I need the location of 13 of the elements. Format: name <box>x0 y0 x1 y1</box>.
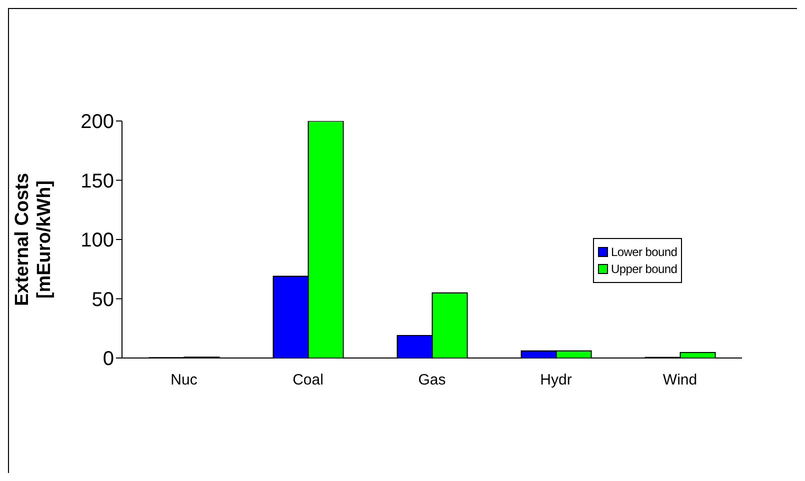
y-tick-label: 0 <box>102 348 114 370</box>
y-tick-label: 100 <box>80 230 114 252</box>
y-tick-label: 200 <box>80 111 114 134</box>
y-axis-title: External Costs [mEuro/kWh] <box>12 172 55 306</box>
x-tick-label: Gas <box>418 372 446 389</box>
x-tick-label: Wind <box>662 372 698 389</box>
x-tick-label: Hydr <box>540 372 572 389</box>
legend-label: Lower bound <box>611 245 678 259</box>
y-tick-label: 150 <box>80 170 114 192</box>
y-tick-label: 50 <box>92 288 114 311</box>
x-tick-label: Nuc <box>170 372 198 389</box>
legend-label: Upper bound <box>611 262 678 276</box>
x-tick-label: Coal <box>292 372 324 389</box>
